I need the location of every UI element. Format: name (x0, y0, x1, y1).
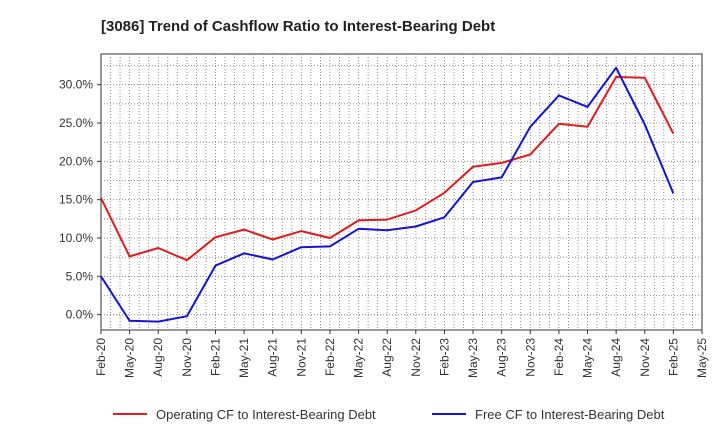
x-tick-label: Feb-24 (552, 338, 566, 376)
x-axis-ticks: Feb-20 May-20 Aug-20 Nov-20 Feb-21 May-21 Aug-… (94, 330, 709, 378)
x-tick-label: Nov-22 (409, 338, 423, 377)
series-lines (100, 66, 675, 323)
y-tick-label: 25.0% (59, 116, 93, 130)
x-tick-label: Feb-22 (323, 338, 337, 376)
x-tick-label: May-25 (695, 338, 709, 378)
y-tick-label: 20.0% (59, 154, 93, 168)
x-tick-label: Nov-21 (294, 338, 308, 377)
series-line-1 (100, 76, 675, 262)
x-tick-label: May-21 (237, 338, 251, 378)
y-tick-label: 10.0% (59, 231, 93, 245)
x-tick-label: Aug-21 (266, 338, 280, 377)
x-tick-label: Aug-20 (151, 338, 165, 377)
grid (101, 54, 702, 330)
x-tick-label: Aug-23 (495, 338, 509, 377)
x-tick-label: May-23 (466, 338, 480, 378)
legend: Operating CF to Interest-Bearing Debt Fre… (113, 407, 665, 422)
x-tick-label: Nov-23 (523, 338, 537, 377)
x-tick-label: May-20 (123, 338, 137, 378)
legend-label: Operating CF to Interest-Bearing Debt (156, 407, 376, 422)
x-tick-label: May-24 (581, 338, 595, 378)
y-tick-label: 5.0% (66, 269, 94, 283)
legend-label: Free CF to Interest-Bearing Debt (475, 407, 665, 422)
x-tick-label: Aug-22 (380, 338, 394, 377)
x-tick-label: May-22 (352, 338, 366, 378)
plot-area (100, 53, 703, 331)
y-tick-label: 30.0% (59, 78, 93, 92)
chart-title: [3086] Trend of Cashflow Ratio to Intere… (101, 18, 495, 35)
x-tick-label: Nov-24 (638, 338, 652, 377)
x-tick-label: Feb-20 (94, 338, 108, 376)
y-tick-label: 15.0% (59, 193, 93, 207)
x-tick-label: Nov-20 (180, 338, 194, 377)
y-axis-ticks: 0.0% 5.0% 10.0% 15.0% 20.0% 25.0% 30.0% (59, 78, 101, 322)
x-tick-label: Feb-25 (666, 338, 680, 376)
series-line-2 (100, 66, 675, 323)
y-tick-label: 0.0% (66, 308, 94, 322)
x-tick-label: Feb-21 (208, 338, 222, 376)
x-tick-label: Feb-23 (437, 338, 451, 376)
x-tick-label: Aug-24 (609, 338, 623, 377)
